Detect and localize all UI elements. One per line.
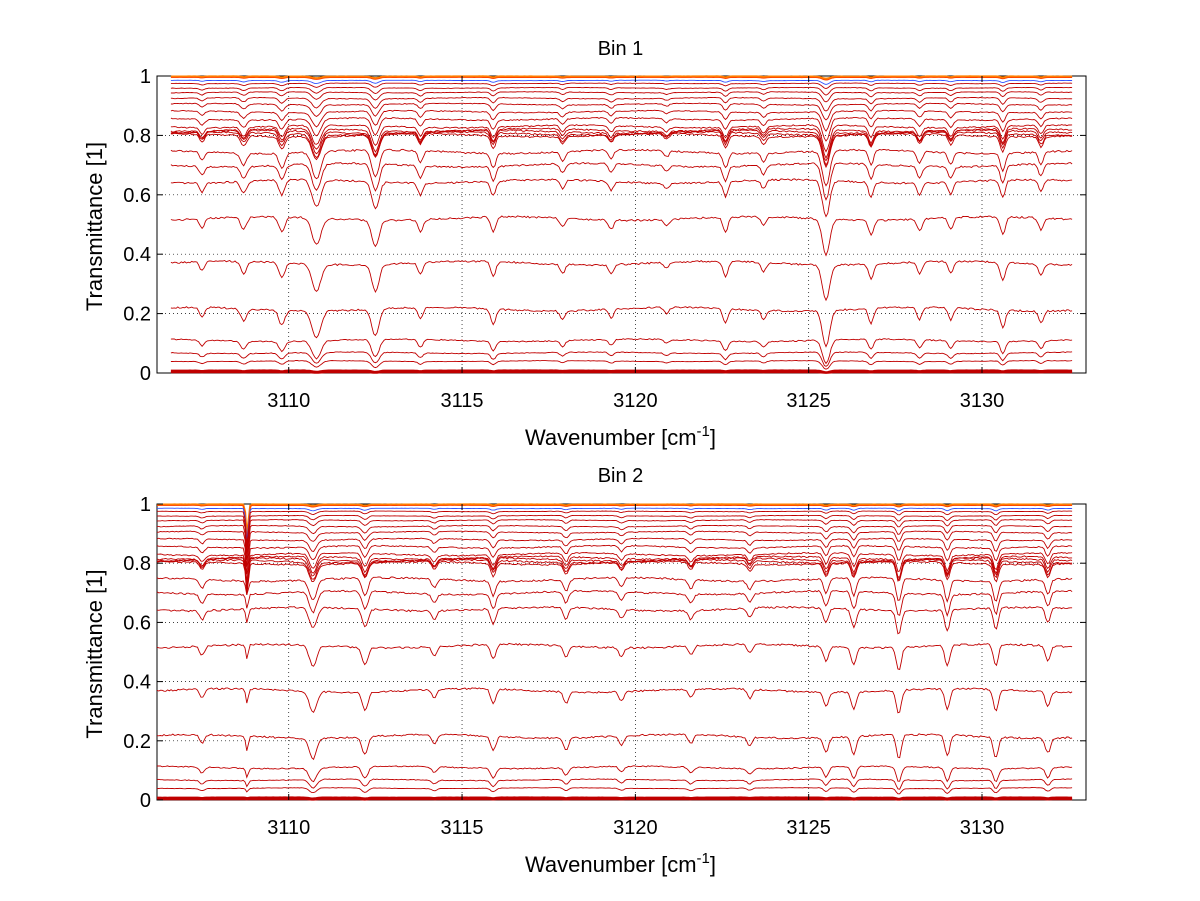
- x-axis-label-superscript: -1: [697, 423, 710, 440]
- y-axis-label: Transmittance [1]: [82, 142, 107, 311]
- y-tick-label: 0.4: [123, 244, 151, 266]
- chart-bin-1: 3110 3115 3120 3125 3130 0 0.2 0.4 0.6 0.8 1 Bin 1 W…: [82, 38, 1086, 450]
- x-tick-label: 3115: [441, 817, 484, 839]
- x-tick-label: 3125: [786, 390, 831, 412]
- y-tick-label: 0.2: [123, 731, 151, 753]
- y-tick-label: 0: [140, 363, 151, 385]
- y-tick-label: 0.4: [123, 672, 151, 694]
- figure: 3110 3115 3120 3125 3130 0 0.2 0.4 0.6 0.8 1 Bin 1 W…: [0, 0, 1200, 901]
- x-axis-label-end: ]: [710, 852, 716, 877]
- chart-title: Bin 2: [598, 465, 644, 487]
- y-tick-label: 0.2: [123, 304, 151, 326]
- y-axis-label: Transmittance [1]: [82, 569, 107, 738]
- x-axis-label-main: Wavenumber [cm: [525, 852, 697, 877]
- y-tick-label: 0: [140, 790, 151, 812]
- x-axis-label-end: ]: [710, 425, 716, 450]
- plot-area: [157, 504, 1086, 800]
- series-line: [171, 372, 1072, 373]
- x-axis-label: Wavenumber [cm-1]: [525, 423, 716, 450]
- x-axis-label: Wavenumber [cm-1]: [525, 850, 716, 877]
- chart-bin-2: 3110 3115 3120 3125 3130 0 0.2 0.4 0.6 0.8 1 Bin 2 W…: [82, 465, 1086, 877]
- x-tick-label: 3115: [441, 390, 484, 412]
- x-tick-label: 3130: [960, 817, 1005, 839]
- y-tick-label: 1: [140, 66, 151, 88]
- x-tick-label: 3110: [267, 390, 310, 412]
- chart-title: Bin 1: [598, 38, 644, 60]
- y-tick-label: 1: [140, 494, 151, 516]
- x-tick-label: 3110: [267, 817, 310, 839]
- x-axis-label-superscript: -1: [697, 850, 710, 867]
- x-axis-label-main: Wavenumber [cm: [525, 425, 697, 450]
- y-tick-label: 0.6: [123, 185, 151, 207]
- y-tick-label: 0.8: [123, 125, 151, 147]
- x-tick-label: 3130: [960, 390, 1005, 412]
- plot-area: [157, 76, 1086, 373]
- x-tick-label: 3125: [786, 817, 831, 839]
- x-tick-label: 3120: [613, 390, 658, 412]
- x-tick-label: 3120: [613, 817, 658, 839]
- y-tick-label: 0.8: [123, 553, 151, 575]
- y-tick-label: 0.6: [123, 612, 151, 634]
